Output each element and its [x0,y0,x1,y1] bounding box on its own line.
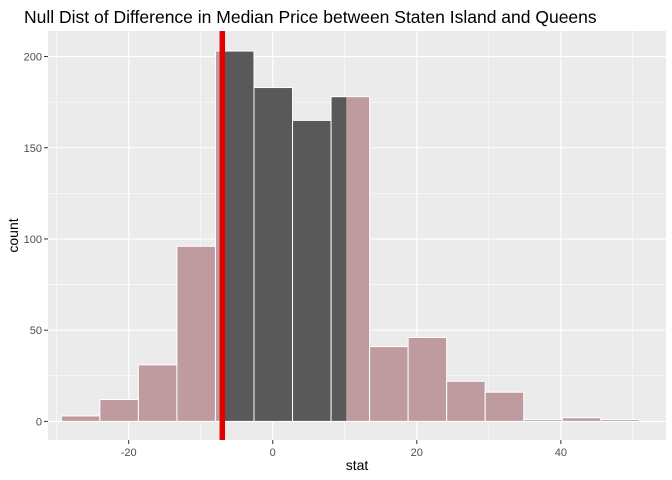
bar-shaded-region [222,51,254,421]
histogram-bar [485,392,524,421]
histogram-bar [61,416,100,421]
y-tick-label: 100 [24,234,42,246]
bar-fill [447,381,486,421]
x-tick-label: 40 [555,447,567,459]
y-tick-label: 200 [24,52,42,64]
histogram-bar [524,420,563,422]
bar-shaded-region [293,120,332,421]
bar-fill [562,418,601,422]
bar-fill [370,347,409,422]
bar-shaded-region [331,97,346,422]
bar-fill [177,246,216,421]
histogram-bar [293,120,332,421]
histogram-bar [447,381,486,421]
x-axis-title: stat [346,457,369,473]
y-tick-label: 150 [24,143,42,155]
chart-title: Null Dist of Difference in Median Price … [24,7,597,27]
x-tick-label: -20 [121,447,137,459]
histogram-bar [408,337,447,421]
histogram-bar [254,88,293,422]
histogram-bar [601,420,640,422]
histogram-bar [138,365,177,422]
bar-fill [61,416,100,421]
bar-fill [138,365,177,422]
bar-fill [485,392,524,421]
y-tick-label: 50 [30,325,42,337]
histogram-bar [370,347,409,422]
histogram-bar [100,400,139,422]
bar-shaded-region [254,88,293,422]
bar-fill [408,337,447,421]
y-axis-title: count [5,218,21,252]
histogram-bar [177,246,216,421]
histogram-bar [331,97,370,422]
bar-fill [100,400,139,422]
y-tick-label: 0 [36,416,42,428]
x-tick-label: 20 [411,447,423,459]
x-tick-label: 0 [270,447,276,459]
histogram-bar [562,418,601,422]
